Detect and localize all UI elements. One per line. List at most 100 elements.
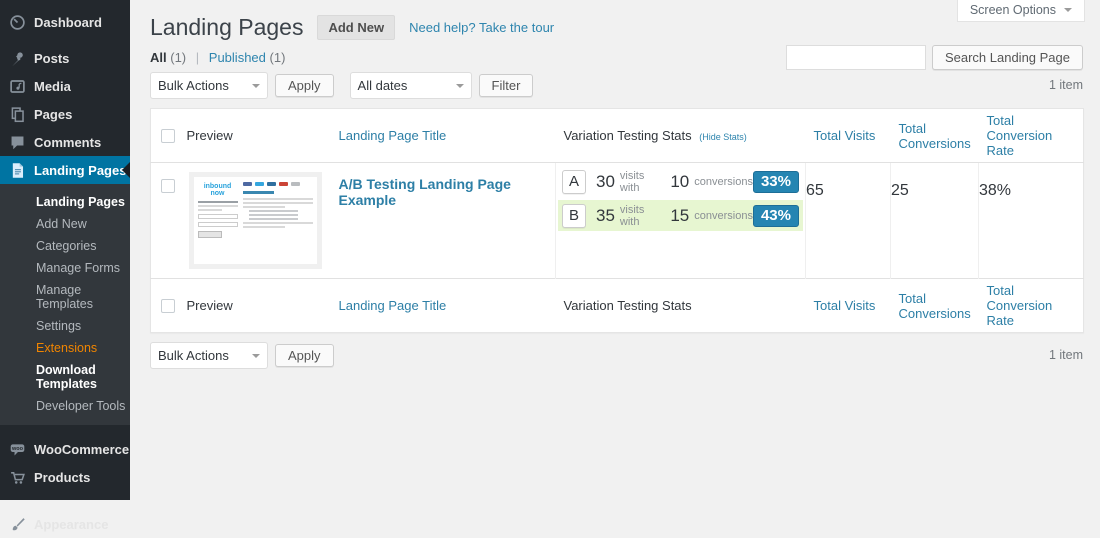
variation-b-button[interactable]: B <box>562 204 586 228</box>
svg-text:woo: woo <box>11 446 24 452</box>
conversions-label: conversions <box>694 176 753 188</box>
dashboard-icon <box>9 14 26 31</box>
column-header-total-conversion-rate[interactable]: Total Conversion Rate <box>987 113 1053 158</box>
landing-pages-submenu: Landing Pages Add New Categories Manage … <box>0 184 130 425</box>
item-count: 1 item <box>1049 78 1083 92</box>
screen-options-button[interactable]: Screen Options <box>957 0 1085 22</box>
view-filter-published-count: (1) <box>270 50 286 65</box>
sidebar-item-label: Landing Pages <box>34 163 126 178</box>
media-icon <box>9 78 26 95</box>
date-filter-select[interactable]: All dates <box>350 72 472 99</box>
submenu-item-manage-forms[interactable]: Manage Forms <box>0 257 130 279</box>
total-conversion-rate-value: 38% <box>979 163 1084 279</box>
submenu-item-add-new[interactable]: Add New <box>0 213 130 235</box>
filter-button[interactable]: Filter <box>479 74 534 97</box>
sidebar-item-pages[interactable]: Pages <box>0 100 130 128</box>
conversions-label: conversions <box>694 210 753 222</box>
pushpin-icon <box>9 50 26 67</box>
sidebar-item-label: Dashboard <box>34 15 102 30</box>
variation-b-conversions: 15 <box>670 206 689 226</box>
landing-page-thumbnail[interactable]: inbound now <box>189 172 322 269</box>
column-header-stats: Variation Testing Stats <box>564 128 692 143</box>
total-conversions-value: 25 <box>891 163 979 279</box>
item-count-bottom: 1 item <box>1049 348 1083 362</box>
variation-a-button[interactable]: A <box>562 170 586 194</box>
variation-b-row: B 35 visits with 15 conversions 43% <box>558 200 803 231</box>
select-all-checkbox[interactable] <box>161 129 175 143</box>
sidebar-item-label: Media <box>34 79 71 94</box>
sidebar-item-comments[interactable]: Comments <box>0 128 130 156</box>
page-title: Landing Pages <box>150 13 303 41</box>
submenu-item-landing-pages[interactable]: Landing Pages <box>0 191 130 213</box>
chevron-down-icon <box>252 84 260 92</box>
column-footer-total-conversions[interactable]: Total Conversions <box>899 291 971 321</box>
column-footer-stats: Variation Testing Stats <box>564 298 692 313</box>
table-row: inbound now <box>151 163 1084 279</box>
bulk-actions-select[interactable]: Bulk Actions <box>150 72 268 99</box>
sidebar-item-posts[interactable]: Posts <box>0 44 130 72</box>
content-area: Screen Options Landing Pages Add New Nee… <box>130 0 1100 500</box>
sidebar-item-landing-pages[interactable]: Landing Pages <box>0 156 130 184</box>
variation-b-visits: 35 <box>596 206 615 226</box>
sidebar-item-appearance[interactable]: Appearance <box>0 510 130 538</box>
variation-a-rate-badge: 33% <box>753 171 799 193</box>
sidebar-item-label: Posts <box>34 51 69 66</box>
paintbrush-icon <box>9 516 26 533</box>
search-input[interactable] <box>786 45 926 70</box>
thumbnail-social-icons <box>243 182 313 186</box>
row-checkbox[interactable] <box>161 179 175 193</box>
submenu-item-developer-tools[interactable]: Developer Tools <box>0 395 130 417</box>
hide-stats-link[interactable]: (Hide Stats) <box>699 132 747 142</box>
column-footer-preview: Preview <box>187 298 233 313</box>
submenu-item-download-templates[interactable]: Download Templates <box>0 359 130 395</box>
table-footer-row: Preview Landing Page Title Variation Tes… <box>151 279 1084 333</box>
variation-stats-cell: A 30 visits with 10 conversions 33% B 35… <box>556 163 806 279</box>
landing-page-title-link[interactable]: A/B Testing Landing Page Example <box>339 176 511 208</box>
column-footer-title[interactable]: Landing Page Title <box>339 298 447 313</box>
column-footer-total-visits[interactable]: Total Visits <box>814 298 876 313</box>
total-visits-value: 65 <box>806 163 891 279</box>
comment-icon <box>9 134 26 151</box>
chevron-down-icon <box>252 354 260 362</box>
table-toolbar-bottom: Bulk Actions Apply 1 item <box>150 342 1083 370</box>
visits-with-label: visits with <box>620 204 664 228</box>
admin-sidebar: Dashboard Posts Media Pages Comments Lan… <box>0 0 130 500</box>
sidebar-item-dashboard[interactable]: Dashboard <box>0 8 130 36</box>
select-all-checkbox[interactable] <box>161 299 175 313</box>
sidebar-item-media[interactable]: Media <box>0 72 130 100</box>
add-new-button[interactable]: Add New <box>317 15 395 40</box>
table-header-row: Preview Landing Page Title Variation Tes… <box>151 109 1084 163</box>
column-header-total-visits[interactable]: Total Visits <box>814 128 876 143</box>
submenu-item-categories[interactable]: Categories <box>0 235 130 257</box>
view-filter-all[interactable]: All <box>150 50 167 65</box>
chevron-down-icon <box>456 84 464 92</box>
sidebar-item-woocommerce[interactable]: woo WooCommerce <box>0 435 130 463</box>
cart-icon <box>9 469 26 486</box>
take-the-tour-link[interactable]: Need help? Take the tour <box>409 20 554 35</box>
view-filter-published[interactable]: Published <box>209 50 266 65</box>
column-header-total-conversions[interactable]: Total Conversions <box>899 121 971 151</box>
sidebar-separator <box>0 491 130 500</box>
sidebar-item-label: Pages <box>34 107 72 122</box>
visits-with-label: visits with <box>620 170 664 194</box>
thumbnail-logo: inbound now <box>198 183 238 197</box>
variation-b-rate-badge: 43% <box>753 205 799 227</box>
bulk-actions-select-bottom[interactable]: Bulk Actions <box>150 342 268 369</box>
chevron-down-icon <box>1064 8 1072 16</box>
view-filter-divider: | <box>196 50 199 65</box>
submenu-item-manage-templates[interactable]: Manage Templates <box>0 279 130 315</box>
sidebar-item-label: Appearance <box>34 517 108 532</box>
column-header-preview: Preview <box>187 128 233 143</box>
sidebar-item-products[interactable]: Products <box>0 463 130 491</box>
sidebar-item-label: Products <box>34 470 90 485</box>
column-footer-total-conversion-rate[interactable]: Total Conversion Rate <box>987 283 1053 328</box>
column-header-title[interactable]: Landing Page Title <box>339 128 447 143</box>
apply-button-bottom[interactable]: Apply <box>275 344 334 367</box>
landing-pages-table: Preview Landing Page Title Variation Tes… <box>150 108 1084 333</box>
submenu-item-settings[interactable]: Settings <box>0 315 130 337</box>
search-landing-page-button[interactable]: Search Landing Page <box>932 45 1083 70</box>
landing-pages-icon <box>9 162 26 179</box>
variation-a-visits: 30 <box>596 172 615 192</box>
submenu-item-extensions[interactable]: Extensions <box>0 337 130 359</box>
apply-button[interactable]: Apply <box>275 74 334 97</box>
